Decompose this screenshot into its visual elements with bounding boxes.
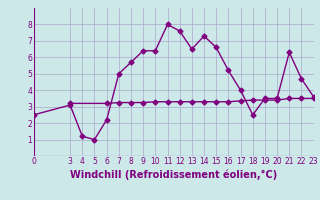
X-axis label: Windchill (Refroidissement éolien,°C): Windchill (Refroidissement éolien,°C): [70, 169, 277, 180]
